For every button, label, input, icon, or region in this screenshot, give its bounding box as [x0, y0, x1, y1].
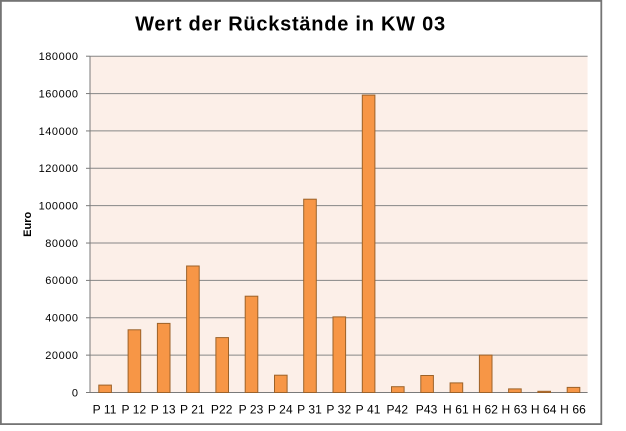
svg-text:H 64: H 64: [531, 403, 557, 417]
svg-text:H 61: H 61: [443, 403, 469, 417]
svg-text:Euro: Euro: [22, 211, 34, 236]
svg-text:120000: 120000: [39, 163, 79, 175]
svg-text:P 41: P 41: [356, 403, 381, 417]
svg-text:P 23: P 23: [239, 403, 264, 417]
svg-text:180000: 180000: [39, 51, 79, 63]
svg-text:80000: 80000: [45, 238, 78, 250]
svg-text:P 24: P 24: [268, 403, 293, 417]
svg-text:H 62: H 62: [472, 403, 498, 417]
svg-text:Wert der Rückstände in KW 03: Wert der Rückstände in KW 03: [135, 14, 446, 36]
svg-text:P42: P42: [386, 403, 408, 417]
svg-text:P 13: P 13: [151, 403, 176, 417]
svg-text:P 12: P 12: [121, 403, 146, 417]
svg-text:100000: 100000: [39, 201, 79, 213]
svg-text:P43: P43: [416, 403, 438, 417]
svg-text:P 32: P 32: [326, 403, 351, 417]
svg-text:140000: 140000: [39, 126, 79, 138]
svg-text:H 63: H 63: [502, 403, 528, 417]
svg-text:40000: 40000: [45, 313, 78, 325]
svg-text:0: 0: [72, 387, 79, 399]
svg-text:160000: 160000: [39, 88, 79, 100]
svg-text:20000: 20000: [45, 350, 78, 362]
svg-text:P 11: P 11: [93, 403, 117, 417]
svg-text:H 66: H 66: [560, 403, 586, 417]
svg-text:P 21: P 21: [180, 403, 205, 417]
svg-text:P 31: P 31: [297, 403, 322, 417]
svg-text:60000: 60000: [45, 275, 78, 287]
svg-text:P22: P22: [211, 403, 233, 417]
